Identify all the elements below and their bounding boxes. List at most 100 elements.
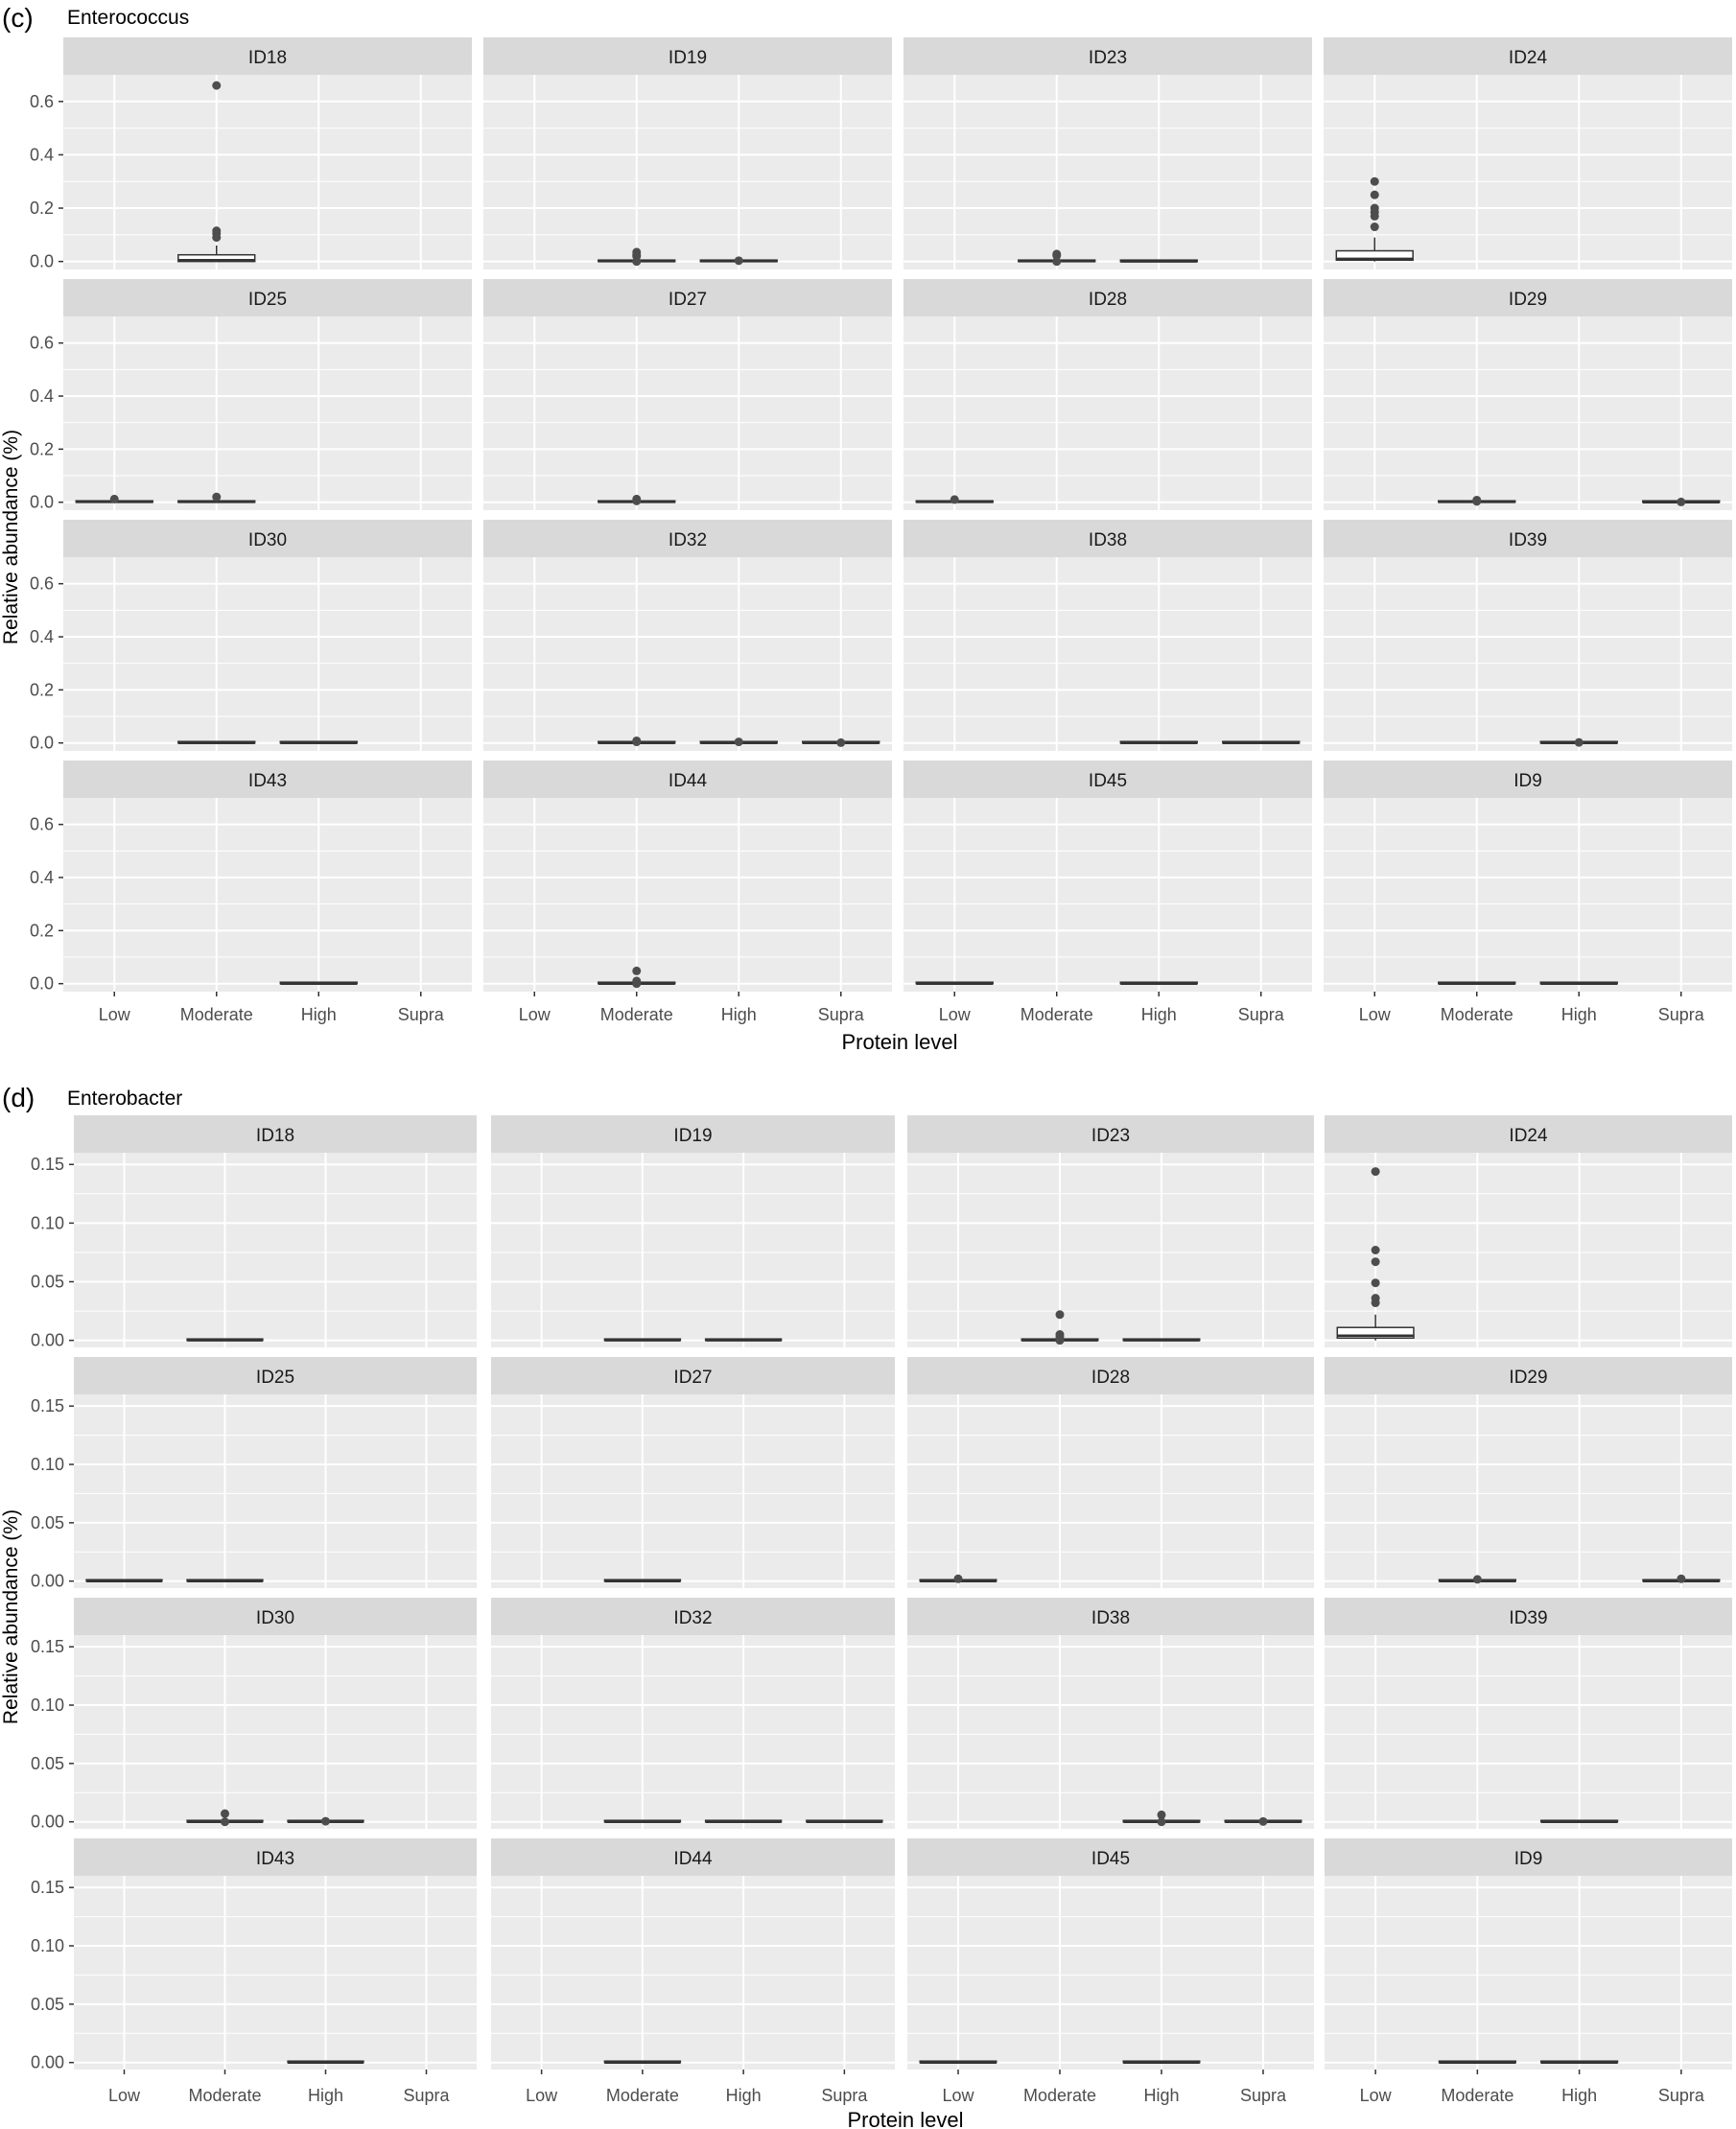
y-tick-label: 0.05	[31, 1995, 64, 2014]
panel-d-label: (d)	[2, 1083, 35, 1112]
facet-panel-id24	[1324, 75, 1732, 269]
x-tick-label: Low	[108, 2086, 141, 2105]
facet-strip-id19	[491, 1115, 895, 1153]
facet-label-id18: ID18	[256, 1126, 294, 1146]
facet-panel-id45	[907, 1876, 1314, 2070]
x-tick-label: High	[1141, 1005, 1177, 1024]
outlier-point	[950, 495, 959, 504]
facet-label-id24: ID24	[1509, 48, 1548, 68]
x-tick-label: Moderate	[1023, 2086, 1096, 2105]
facet-strip-id43	[74, 1838, 477, 1876]
x-tick-label: Moderate	[188, 2086, 261, 2105]
facet-label-id38: ID38	[1091, 1608, 1130, 1628]
y-tick-label: 0.15	[31, 1878, 64, 1897]
y-tick-label: 0.05	[31, 1273, 64, 1292]
facet-strip-id9	[1324, 760, 1732, 798]
outlier-point	[1370, 222, 1379, 232]
facet-strip-id45	[903, 760, 1312, 798]
y-tick-label: 0.10	[31, 1455, 64, 1474]
y-tick-label: 0.10	[31, 1696, 64, 1715]
x-tick-label: Low	[99, 1005, 131, 1024]
facet-label-id27: ID27	[669, 290, 707, 310]
y-tick-label: 0.15	[31, 1155, 64, 1174]
facet-panel-id43	[74, 1876, 477, 2070]
outlier-point	[1472, 497, 1482, 506]
outlier-point	[1472, 1575, 1482, 1584]
outlier-point	[1677, 1574, 1686, 1583]
facet-strip-id24	[1325, 1115, 1732, 1153]
outlier-point	[734, 256, 743, 266]
facet-panel-id29	[1325, 1394, 1732, 1588]
facet-label-id19: ID19	[673, 1126, 712, 1146]
facet-panel-id38	[903, 557, 1312, 751]
facet-panel-id44	[491, 1876, 895, 2070]
outlier-point	[1371, 1257, 1380, 1267]
facet-strip-id23	[903, 37, 1312, 75]
facet-label-id23: ID23	[1089, 48, 1127, 68]
x-tick-label: Low	[939, 1005, 972, 1024]
facet-panel-id25	[63, 316, 472, 510]
outlier-point	[1055, 1310, 1065, 1320]
x-tick-label: High	[308, 2086, 343, 2105]
y-tick-label: 0.00	[31, 2053, 64, 2072]
x-tick-label: High	[1561, 2086, 1597, 2105]
facet-strip-id30	[74, 1598, 477, 1635]
facet-strip-id32	[483, 520, 892, 557]
x-tick-label: High	[301, 1005, 337, 1024]
facet-label-id23: ID23	[1091, 1126, 1130, 1146]
facet-label-id19: ID19	[669, 48, 707, 68]
facet-label-id9: ID9	[1513, 771, 1542, 791]
facet-panel-id32	[491, 1635, 895, 1829]
x-tick-label: High	[1143, 2086, 1179, 2105]
outlier-point	[1055, 1336, 1065, 1345]
y-tick-label: 0.00	[31, 1572, 64, 1591]
x-tick-label: Supra	[403, 2086, 450, 2105]
y-tick-label: 0.0	[30, 493, 54, 512]
outlier-point	[212, 233, 222, 243]
box-id24-low	[1335, 249, 1414, 262]
x-tick-label: Moderate	[180, 1005, 253, 1024]
facet-strip-id27	[483, 279, 892, 316]
y-tick-label: 0.4	[30, 386, 54, 406]
box-id18-moderate	[177, 253, 256, 263]
outlier-point	[734, 737, 743, 747]
facet-strip-id38	[903, 520, 1312, 557]
outlier-point	[1371, 1278, 1380, 1288]
facet-label-id44: ID44	[673, 1849, 713, 1869]
facet-panel-id38	[907, 1635, 1314, 1829]
facet-strip-id32	[491, 1598, 895, 1635]
y-tick-label: 0.4	[30, 868, 54, 887]
outlier-point	[1371, 1298, 1380, 1308]
facet-strip-id9	[1325, 1838, 1732, 1876]
facet-panel-id43	[63, 798, 472, 992]
outlier-point	[221, 1817, 229, 1827]
y-tick-label: 0.15	[31, 1396, 64, 1415]
facet-panel-id24	[1325, 1153, 1732, 1347]
facet-panel-id45	[903, 798, 1312, 992]
facet-strip-id18	[74, 1115, 477, 1153]
facet-label-id28: ID28	[1089, 290, 1127, 310]
outlier-point	[1574, 737, 1584, 747]
facet-label-id38: ID38	[1089, 530, 1127, 550]
outlier-point	[1258, 1816, 1268, 1826]
facet-label-id45: ID45	[1091, 1849, 1130, 1869]
facet-panel-id19	[491, 1153, 895, 1347]
x-tick-label: High	[726, 2086, 762, 2105]
outlier-point	[1677, 497, 1686, 506]
x-tick-label: Moderate	[1020, 1005, 1093, 1024]
facet-panel-id28	[907, 1394, 1314, 1588]
outlier-point	[1371, 1246, 1380, 1254]
facet-label-id32: ID32	[669, 530, 707, 550]
outlier-point	[632, 257, 642, 267]
y-tick-label: 0.05	[31, 1754, 64, 1773]
chart-enterobacter: ID18 0.00 0.05 0.10 0.15 ID19 ID23 ID24 ID25 0.00…	[31, 1115, 1732, 2105]
y-tick-label: 0.0	[30, 974, 54, 994]
panel-d-xlabel: Protein level	[847, 2108, 963, 2129]
facet-strip-id28	[907, 1357, 1314, 1394]
facet-strip-id25	[63, 279, 472, 316]
outlier-point	[1370, 211, 1379, 221]
y-tick-label: 0.6	[30, 574, 54, 594]
facet-strip-id18	[63, 37, 472, 75]
facet-label-id29: ID29	[1509, 290, 1547, 310]
y-tick-label: 0.05	[31, 1513, 64, 1532]
